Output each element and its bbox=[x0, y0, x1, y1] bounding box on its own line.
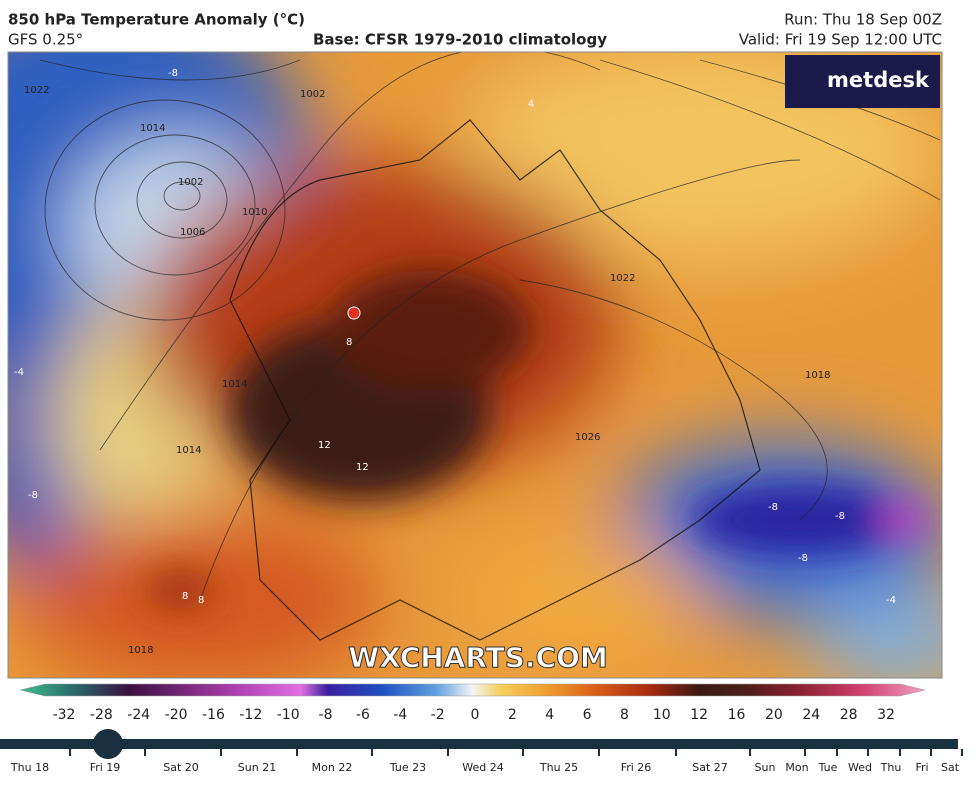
anomaly-label: 12 bbox=[356, 462, 369, 473]
colorbar-label: 20 bbox=[765, 707, 783, 723]
base: Base: CFSR 1979-2010 climatology bbox=[313, 31, 607, 49]
timeline-day: Sun bbox=[755, 761, 776, 774]
anomaly-label: -8 bbox=[168, 68, 178, 79]
timeline-day: Mon bbox=[785, 761, 808, 774]
contour-label: 1018 bbox=[805, 370, 830, 381]
anomaly-label: -8 bbox=[28, 490, 38, 501]
timeline-day: Thu 25 bbox=[539, 761, 578, 774]
colorbar-label: 16 bbox=[728, 707, 746, 723]
model: GFS 0.25° bbox=[8, 31, 83, 49]
anomaly-label: 8 bbox=[182, 591, 188, 602]
timeline-day: Wed bbox=[848, 761, 872, 774]
contour-label: 1026 bbox=[575, 432, 600, 443]
colorbar bbox=[19, 683, 926, 697]
watermark: WXCHARTS.COM bbox=[348, 641, 608, 674]
anomaly-label: 4 bbox=[528, 99, 534, 110]
anomaly-label: 12 bbox=[318, 440, 331, 451]
anomaly-label: 8 bbox=[346, 337, 352, 348]
timeline-day: Fri 19 bbox=[90, 761, 121, 774]
timeline-day: Fri bbox=[915, 761, 928, 774]
colorbar-label: 8 bbox=[620, 707, 629, 723]
logo: metdesk bbox=[827, 68, 930, 92]
contour-label: 1014 bbox=[222, 379, 247, 390]
colorbar-label: 10 bbox=[653, 707, 671, 723]
title: 850 hPa Temperature Anomaly (°C) bbox=[8, 11, 305, 29]
colorbar-label: -4 bbox=[393, 707, 407, 723]
anomaly-label: 8 bbox=[198, 595, 204, 606]
map: metdesk WXCHARTS.COM 1022 1002 1014 1002 100… bbox=[8, 52, 942, 678]
colorbar-label: -6 bbox=[356, 707, 370, 723]
timeline-day: Fri 26 bbox=[621, 761, 652, 774]
anomaly-label: -8 bbox=[768, 502, 778, 513]
colorbar-label: -32 bbox=[53, 707, 76, 723]
timeline-knob[interactable] bbox=[93, 729, 123, 759]
colorbar-label: -8 bbox=[319, 707, 333, 723]
colorbar-label: 32 bbox=[877, 707, 895, 723]
contour-label: 1002 bbox=[178, 177, 203, 188]
anomaly-label: -4 bbox=[886, 595, 896, 606]
contour-label: 1018 bbox=[128, 645, 153, 656]
colorbar-label: -24 bbox=[127, 707, 150, 723]
timeline-day: Sun 21 bbox=[238, 761, 276, 774]
colorbar-label: -16 bbox=[202, 707, 225, 723]
map-frame bbox=[7, 51, 943, 679]
valid: Valid: Fri 19 Sep 12:00 UTC bbox=[739, 31, 942, 49]
anomaly-label: -8 bbox=[798, 553, 808, 564]
contour-label: 1014 bbox=[176, 445, 201, 456]
contour-label: 1002 bbox=[300, 89, 325, 100]
run: Run: Thu 18 Sep 00Z bbox=[784, 11, 942, 29]
timeline-day: Thu bbox=[880, 761, 902, 774]
colorbar-label: 2 bbox=[508, 707, 517, 723]
contour-label: 1022 bbox=[24, 85, 49, 96]
colorbar-label: -20 bbox=[165, 707, 188, 723]
contour-label: 1022 bbox=[610, 273, 635, 284]
colorbar-label: 0 bbox=[471, 707, 480, 723]
colorbar-label: 4 bbox=[545, 707, 554, 723]
timeline-day: Wed 24 bbox=[462, 761, 503, 774]
timeline-day: Tue bbox=[818, 761, 838, 774]
colorbar-label: -28 bbox=[90, 707, 113, 723]
timeline-day: Sat 20 bbox=[163, 761, 199, 774]
contour-label: 1010 bbox=[242, 207, 267, 218]
anomaly-label: -4 bbox=[14, 367, 24, 378]
colorbar-label: -10 bbox=[277, 707, 300, 723]
timeline-day: Mon 22 bbox=[312, 761, 353, 774]
anomaly-label: -8 bbox=[835, 511, 845, 522]
contour-label: 1006 bbox=[180, 227, 205, 238]
timeline-day: Sat 27 bbox=[692, 761, 728, 774]
colorbar-label: -12 bbox=[239, 707, 262, 723]
timeline-bar bbox=[0, 739, 958, 749]
colorbar-label: -2 bbox=[431, 707, 445, 723]
timeline-day: Thu 18 bbox=[10, 761, 49, 774]
colorbar-label: 28 bbox=[840, 707, 858, 723]
colorbar-label: 6 bbox=[583, 707, 592, 723]
timeline-day: Sat bbox=[941, 761, 960, 774]
timeline-day: Tue 23 bbox=[389, 761, 426, 774]
contour-label: 1014 bbox=[140, 123, 165, 134]
colorbar-label: 12 bbox=[690, 707, 708, 723]
colorbar-label: 24 bbox=[802, 707, 820, 723]
